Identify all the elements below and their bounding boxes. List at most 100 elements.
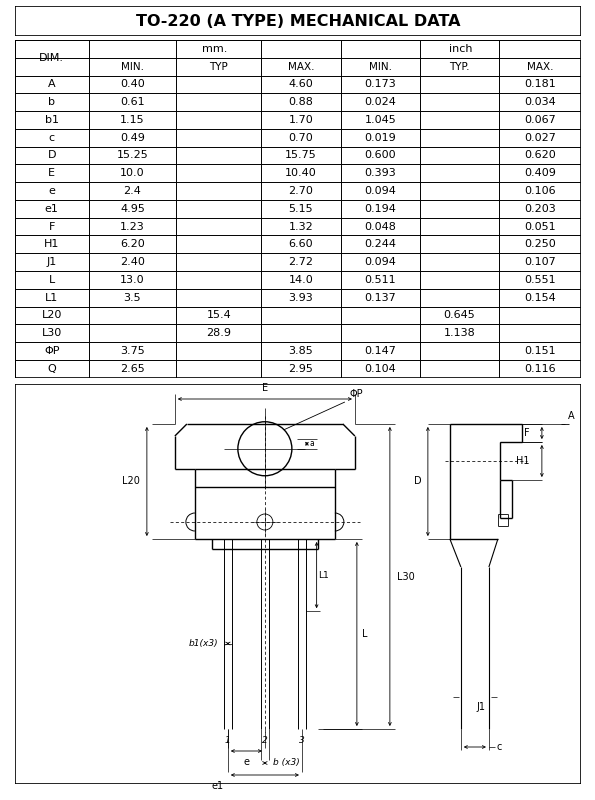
Text: E: E (48, 168, 55, 178)
Text: 0.173: 0.173 (364, 79, 396, 90)
Text: 1.045: 1.045 (364, 115, 396, 125)
Text: 10.40: 10.40 (285, 168, 317, 178)
Text: D: D (48, 150, 56, 161)
Text: b1: b1 (45, 115, 59, 125)
Text: 2: 2 (262, 736, 268, 745)
Text: e1: e1 (212, 781, 224, 791)
Text: 0.024: 0.024 (364, 97, 396, 107)
Text: L1: L1 (318, 570, 329, 579)
Text: J1: J1 (46, 257, 57, 267)
Text: L: L (49, 275, 55, 285)
Text: 14.0: 14.0 (289, 275, 314, 285)
Text: 0.88: 0.88 (289, 97, 314, 107)
Text: E: E (262, 383, 268, 393)
Text: L30: L30 (397, 571, 415, 582)
Text: 0.70: 0.70 (289, 133, 314, 142)
Text: 0.147: 0.147 (364, 346, 396, 356)
Text: 2.40: 2.40 (120, 257, 145, 267)
Text: 1: 1 (225, 736, 231, 745)
Text: H1: H1 (44, 239, 60, 250)
Text: L: L (362, 629, 367, 639)
Text: 0.49: 0.49 (120, 133, 145, 142)
Text: 3.75: 3.75 (120, 346, 145, 356)
Text: 0.250: 0.250 (524, 239, 556, 250)
Text: 6.60: 6.60 (289, 239, 313, 250)
Text: F: F (49, 222, 55, 231)
Text: 0.154: 0.154 (524, 293, 556, 302)
Text: 0.61: 0.61 (120, 97, 145, 107)
Text: 2.4: 2.4 (124, 186, 142, 196)
Text: 0.027: 0.027 (524, 133, 556, 142)
Text: 0.393: 0.393 (364, 168, 396, 178)
Text: 0.181: 0.181 (524, 79, 556, 90)
Text: 0.094: 0.094 (364, 186, 396, 196)
Text: 13.0: 13.0 (120, 275, 145, 285)
Text: 0.551: 0.551 (524, 275, 556, 285)
Text: 2.70: 2.70 (289, 186, 314, 196)
Text: 0.048: 0.048 (364, 222, 396, 231)
Text: MIN.: MIN. (369, 62, 392, 72)
Text: A: A (48, 79, 55, 90)
Text: 0.019: 0.019 (364, 133, 396, 142)
Text: 0.034: 0.034 (524, 97, 556, 107)
Text: TO-220 (A TYPE) MECHANICAL DATA: TO-220 (A TYPE) MECHANICAL DATA (136, 14, 461, 29)
Text: DIM.: DIM. (39, 53, 64, 62)
Text: MAX.: MAX. (287, 62, 314, 72)
Text: TYP: TYP (209, 62, 228, 72)
Text: D: D (414, 477, 422, 486)
Text: b1(x3): b1(x3) (189, 639, 218, 648)
Text: b: b (48, 97, 55, 107)
FancyBboxPatch shape (15, 40, 581, 378)
Text: 0.106: 0.106 (524, 186, 556, 196)
Text: L30: L30 (42, 328, 62, 338)
Text: 3.85: 3.85 (289, 346, 314, 356)
Text: e1: e1 (45, 204, 59, 214)
Text: 6.20: 6.20 (120, 239, 145, 250)
Text: H1: H1 (516, 456, 530, 466)
Text: 1.138: 1.138 (444, 328, 475, 338)
Text: 2.95: 2.95 (289, 364, 314, 374)
Text: 1.70: 1.70 (289, 115, 314, 125)
Text: F: F (524, 428, 530, 438)
Text: c: c (49, 133, 55, 142)
Text: 4.60: 4.60 (289, 79, 314, 90)
FancyBboxPatch shape (15, 6, 581, 36)
Text: J1: J1 (477, 702, 486, 712)
Text: a: a (310, 439, 315, 448)
Text: MIN.: MIN. (121, 62, 144, 72)
Text: 0.107: 0.107 (524, 257, 556, 267)
Text: 0.600: 0.600 (364, 150, 396, 161)
Text: 3.93: 3.93 (289, 293, 314, 302)
Text: 0.620: 0.620 (524, 150, 556, 161)
Text: A: A (568, 411, 575, 421)
Text: 15.4: 15.4 (206, 310, 231, 321)
FancyBboxPatch shape (15, 384, 581, 784)
Text: 0.104: 0.104 (364, 364, 396, 374)
Text: e: e (48, 186, 55, 196)
Text: 0.409: 0.409 (524, 168, 556, 178)
Text: 0.137: 0.137 (364, 293, 396, 302)
Text: b (x3): b (x3) (273, 758, 300, 767)
Text: TYP.: TYP. (449, 62, 470, 72)
Text: 0.244: 0.244 (364, 239, 396, 250)
Text: 15.75: 15.75 (285, 150, 317, 161)
Text: 0.094: 0.094 (364, 257, 396, 267)
Text: L1: L1 (45, 293, 58, 302)
Text: 4.95: 4.95 (120, 204, 145, 214)
Text: 1.32: 1.32 (289, 222, 314, 231)
Text: 0.645: 0.645 (444, 310, 475, 321)
Text: 0.051: 0.051 (524, 222, 556, 231)
Text: ΦP: ΦP (44, 346, 60, 356)
Text: ΦP: ΦP (350, 389, 364, 399)
Text: mm.: mm. (202, 44, 227, 54)
Text: 10.0: 10.0 (120, 168, 145, 178)
Text: 3: 3 (299, 736, 305, 745)
Text: MAX.: MAX. (527, 62, 553, 72)
Text: 2.65: 2.65 (120, 364, 145, 374)
Text: L20: L20 (42, 310, 62, 321)
Text: 0.511: 0.511 (364, 275, 396, 285)
Text: 0.40: 0.40 (120, 79, 145, 90)
Text: 0.067: 0.067 (524, 115, 556, 125)
Text: 5.15: 5.15 (289, 204, 313, 214)
Text: 0.116: 0.116 (524, 364, 556, 374)
